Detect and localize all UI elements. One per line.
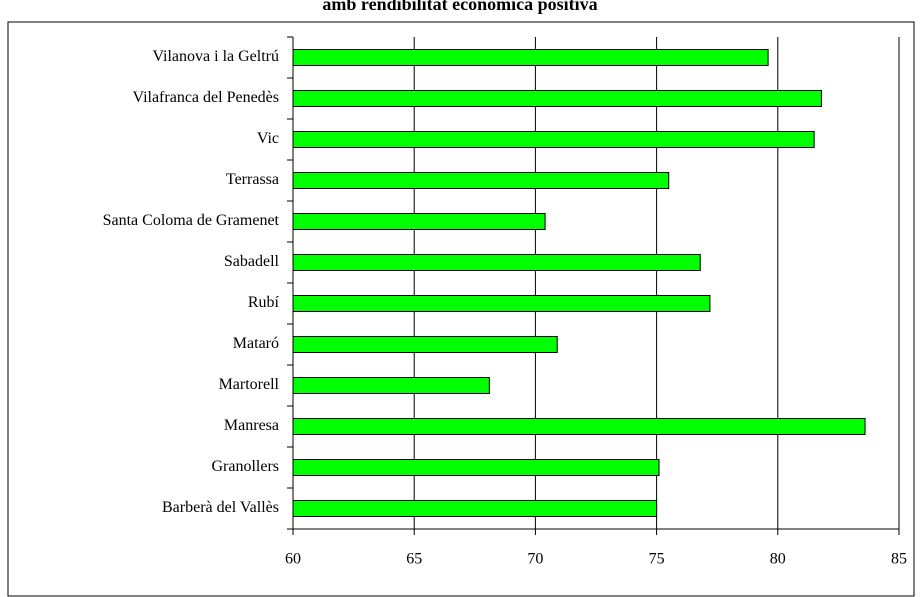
bar: [292, 172, 670, 189]
bar: [292, 254, 701, 271]
x-tick-label: 85: [891, 551, 907, 568]
bar: [292, 49, 769, 66]
y-tick-label: Rubí: [248, 294, 280, 311]
x-tick-label: 80: [770, 551, 786, 568]
bar: [292, 459, 660, 476]
y-tick-label: Manresa: [224, 417, 279, 434]
bar: [292, 336, 558, 353]
y-tick-label: Martorell: [219, 376, 280, 393]
bar: [292, 90, 822, 107]
chart-title: amb rendibilitat econòmica positiva: [322, 0, 597, 14]
x-tick-label: 75: [649, 551, 665, 568]
y-tick-label: Terrassa: [226, 171, 279, 188]
y-tick-label: Santa Coloma de Gramenet: [103, 212, 280, 229]
bar: [292, 213, 546, 230]
bar: [292, 295, 711, 312]
y-tick-label: Vic: [257, 130, 279, 147]
bar: [292, 418, 866, 435]
bar: [292, 131, 815, 148]
x-tick-label: 60: [285, 551, 301, 568]
x-tick-label: 65: [406, 551, 422, 568]
y-tick-label: Granollers: [211, 458, 279, 475]
y-tick-label: Mataró: [233, 335, 279, 352]
bar: [292, 500, 658, 517]
bar: [292, 377, 490, 394]
y-tick-label: Vilanova i la Geltrú: [152, 48, 279, 65]
x-tick-label: 70: [527, 551, 543, 568]
y-tick-label: Vilafranca del Penedès: [132, 89, 279, 106]
y-tick-label: Sabadell: [224, 253, 280, 270]
y-tick-label: Barberà del Vallès: [162, 499, 279, 516]
